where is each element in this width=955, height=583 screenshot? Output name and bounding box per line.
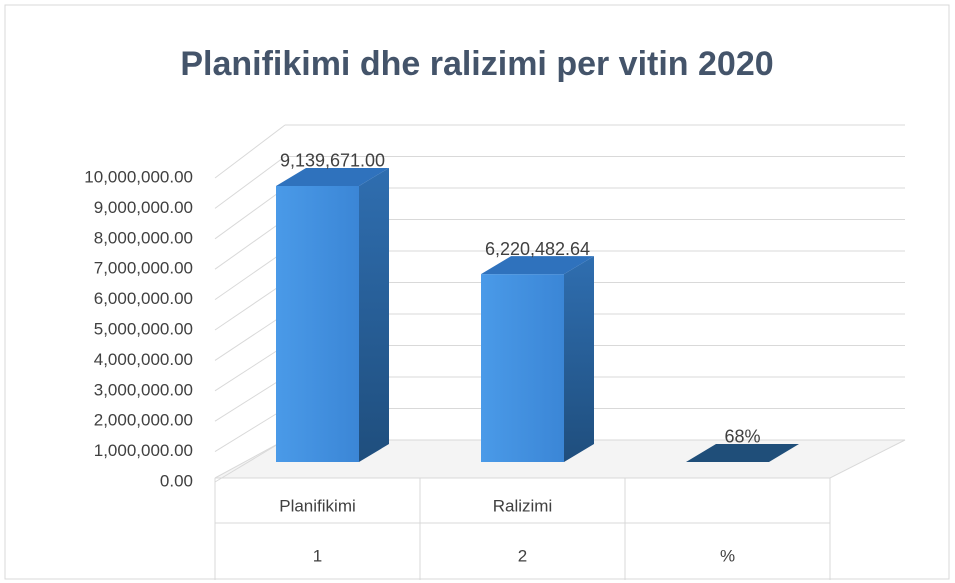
- bar-front: [481, 274, 564, 462]
- bar-top: [481, 256, 594, 275]
- bar-top: [276, 167, 389, 186]
- y-tick-label: 2,000,000.00: [94, 411, 193, 430]
- y-tick-label: 10,000,000.00: [84, 167, 193, 186]
- bar-side: [359, 167, 389, 462]
- y-tick-label: 6,000,000.00: [94, 289, 193, 308]
- data-label: 9,139,671.00: [280, 151, 385, 171]
- y-tick-label: 4,000,000.00: [94, 350, 193, 369]
- y-tick-label: 1,000,000.00: [94, 441, 193, 460]
- y-tick-label: 8,000,000.00: [94, 228, 193, 247]
- grid-line: [214, 282, 286, 331]
- grid-line: [214, 156, 286, 209]
- y-tick-label: 7,000,000.00: [94, 259, 193, 278]
- grid-line: [214, 219, 286, 270]
- bar: [686, 444, 799, 462]
- grid-line: [214, 376, 286, 422]
- x-tick-label: Ralizimi: [493, 496, 553, 515]
- grid-line: [214, 408, 286, 453]
- x-group-label: %: [720, 546, 735, 565]
- x-group-label: 2: [518, 546, 527, 565]
- chart-title: Planifikimi dhe ralizimi per vitin 2020: [180, 45, 773, 83]
- data-label: 6,220,482.64: [485, 239, 590, 259]
- grid-line: [214, 313, 286, 361]
- y-tick-label: 9,000,000.00: [94, 198, 193, 217]
- grid-line: [214, 187, 286, 240]
- x-group-label: 1: [313, 546, 322, 565]
- bar-top: [686, 444, 799, 462]
- bar-side: [564, 256, 594, 462]
- bar-front: [276, 185, 359, 462]
- bar: [276, 167, 389, 462]
- y-tick-label: 0.00: [160, 471, 193, 490]
- bar: [481, 256, 594, 462]
- x-tick-label: Planifikimi: [279, 496, 356, 515]
- grid-line: [214, 250, 286, 301]
- grid-line: [214, 439, 286, 483]
- y-tick-label: 5,000,000.00: [94, 319, 193, 338]
- y-tick-label: 3,000,000.00: [94, 380, 193, 399]
- grid-line: [214, 345, 286, 392]
- grid-line: [214, 124, 286, 179]
- chart-frame: [4, 4, 950, 580]
- data-label: 68%: [724, 427, 760, 447]
